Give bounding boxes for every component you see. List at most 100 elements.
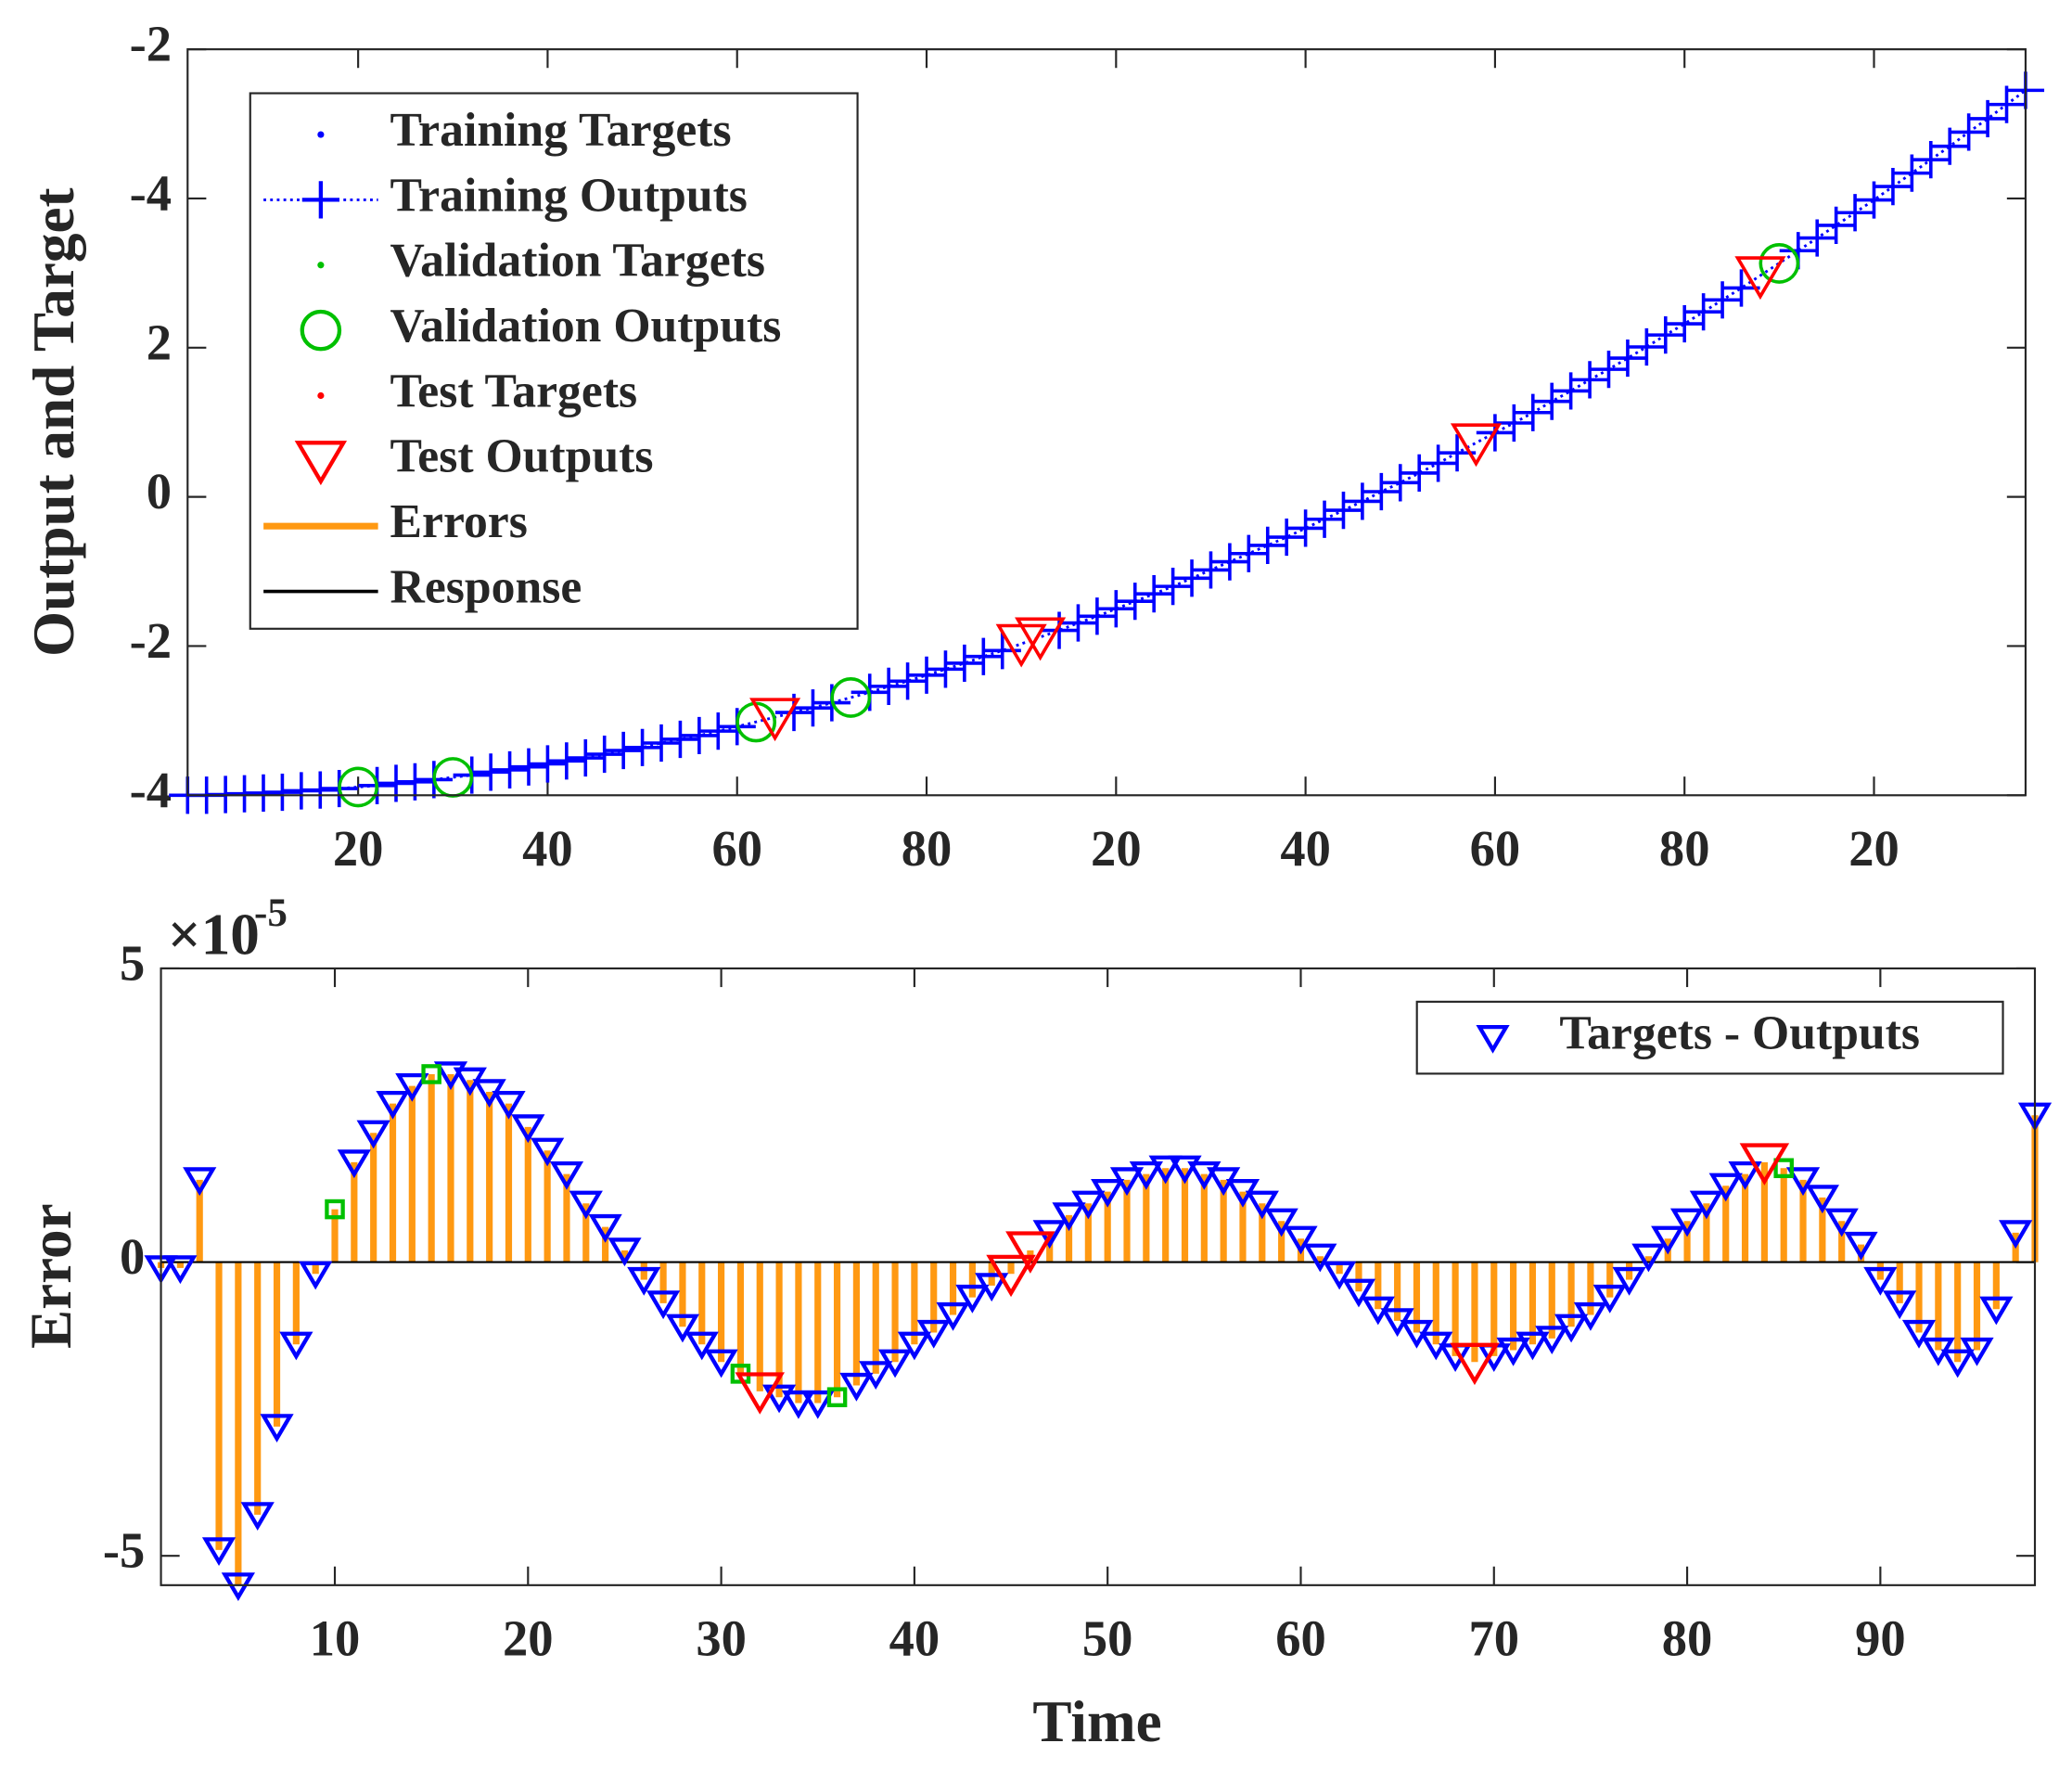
marker-plus	[927, 650, 965, 688]
marker-dot	[317, 262, 325, 269]
marker-plus	[472, 753, 510, 791]
marker-plus	[1248, 526, 1286, 564]
marker-plus	[1135, 575, 1173, 613]
marker-plus	[945, 644, 983, 683]
marker-triangle	[1651, 1225, 1685, 1255]
y-axis-label: Error	[19, 1203, 83, 1349]
marker-triangle	[433, 1061, 468, 1091]
marker-plus	[1570, 361, 1609, 399]
marker-triangle	[1341, 1278, 1376, 1308]
legend-label: Response	[390, 560, 582, 613]
marker-plus	[605, 731, 643, 770]
x-tick-label: 20	[503, 1610, 554, 1667]
marker-plus	[1343, 482, 1382, 520]
y-axis-label: Output and Target	[21, 187, 86, 657]
legend-label: Test Targets	[390, 365, 638, 417]
marker-plus	[1931, 127, 1969, 165]
marker-plus	[965, 637, 1003, 675]
marker-triangle	[1669, 1208, 1705, 1237]
marker-plus	[529, 745, 567, 783]
marker-triangle	[294, 441, 348, 486]
marker-triangle	[531, 1137, 565, 1167]
x-tick-label: 10	[310, 1610, 361, 1667]
marker-triangle	[1187, 1160, 1221, 1190]
marker-triangle	[569, 1190, 603, 1220]
marker-triangle	[240, 1502, 275, 1532]
marker-triangle	[1450, 423, 1503, 468]
marker-plus	[1628, 327, 1666, 366]
marker-triangle	[1554, 1314, 1589, 1343]
marker-plus	[1968, 99, 2007, 138]
x-tick-label: 70	[1469, 1610, 1520, 1667]
legend-label: Errors	[390, 495, 528, 548]
marker-triangle	[704, 1349, 738, 1378]
x-axis-label: Time	[1032, 1689, 1161, 1754]
marker-triangle	[1805, 1185, 1839, 1214]
marker-triangle	[337, 1149, 371, 1179]
marker-triangle	[1728, 1160, 1762, 1190]
marker-square	[421, 1064, 441, 1084]
y-tick-label: -2	[130, 612, 172, 669]
x-tick-label: 50	[1082, 1610, 1133, 1667]
marker-triangle	[897, 1331, 932, 1361]
marker-circle	[338, 766, 379, 808]
marker-triangle	[1844, 1231, 1878, 1261]
marker-plus	[1912, 141, 1950, 179]
axes-box	[160, 967, 2037, 1586]
marker-triangle	[376, 1090, 410, 1120]
legend-label: Validation Outputs	[390, 300, 782, 353]
marker-triangle	[1516, 1331, 1550, 1361]
marker-plus	[1552, 372, 1590, 410]
marker-triangle	[627, 1266, 661, 1296]
marker-triangle	[859, 1361, 893, 1391]
marker-circle	[300, 309, 342, 352]
marker-plus	[1305, 500, 1344, 538]
marker-triangle	[608, 1237, 642, 1267]
y-tick-label: 2	[147, 314, 172, 370]
marker-plus	[1172, 559, 1211, 597]
marker-plus	[907, 656, 946, 694]
marker-square	[826, 1387, 848, 1407]
y-tick-label: 0	[147, 463, 172, 519]
legend-label: Training Outputs	[390, 169, 748, 222]
marker-triangle	[1940, 1349, 1975, 1378]
marker-plus	[1703, 281, 1742, 319]
x-tick-label: 20	[1091, 820, 1142, 877]
legend-label: Training Targets	[390, 104, 732, 157]
marker-plus	[301, 181, 339, 219]
marker-triangle	[1999, 1220, 2033, 1250]
marker-plus	[1950, 113, 1988, 151]
marker-triangle	[183, 1167, 217, 1197]
marker-plus	[1210, 543, 1249, 581]
marker-triangle	[1785, 1167, 1821, 1197]
legend-label: Targets - Outputs	[1559, 1006, 1920, 1059]
marker-triangle	[1148, 1155, 1183, 1185]
marker-plus	[1608, 339, 1647, 378]
marker-plus	[642, 724, 681, 763]
marker-triangle	[735, 1372, 786, 1415]
marker-plus	[661, 720, 699, 759]
marker-plus	[1533, 382, 1571, 420]
marker-plus	[1495, 404, 1533, 442]
marker-square	[325, 1199, 345, 1220]
x-tick-label: 40	[1280, 820, 1331, 877]
x-tick-label: 30	[696, 1610, 747, 1667]
marker-triangle	[916, 1319, 951, 1349]
legend-box	[249, 92, 859, 630]
marker-circle	[830, 677, 872, 718]
marker-dot	[317, 391, 325, 400]
marker-triangle	[588, 1213, 622, 1243]
marker-plus	[889, 662, 927, 700]
marker-plus	[1646, 316, 1684, 354]
marker-triangle	[1739, 1143, 1790, 1186]
marker-plus	[1855, 181, 1893, 219]
marker-triangle	[1883, 1290, 1917, 1320]
marker-triangle	[1708, 1173, 1743, 1202]
marker-circle	[1759, 243, 1800, 284]
marker-triangle	[549, 1160, 584, 1190]
marker-triangle	[1979, 1296, 2014, 1326]
marker-triangle	[1323, 1261, 1357, 1290]
x-tick-label: 20	[1848, 820, 1899, 877]
x-tick-label: 60	[711, 820, 762, 877]
